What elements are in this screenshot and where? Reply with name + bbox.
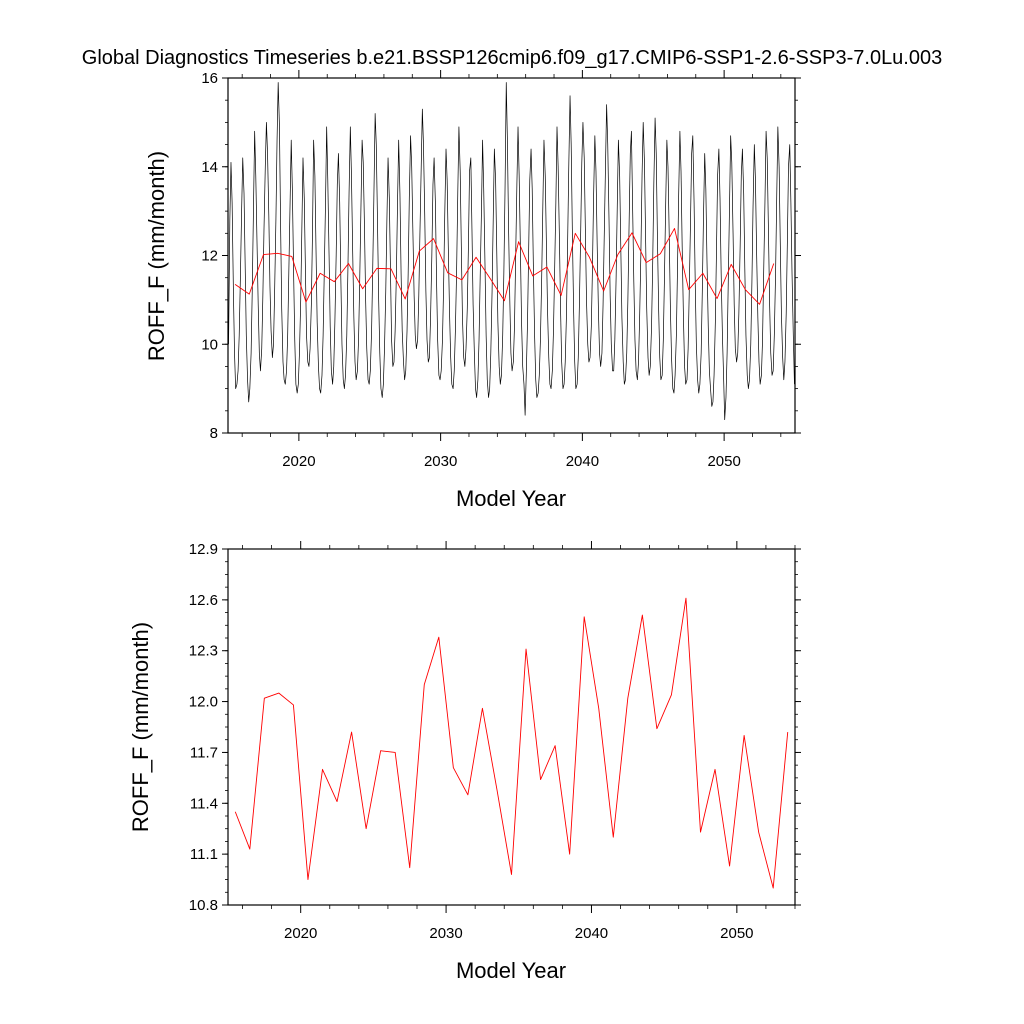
y-tick-label: 12.0 — [189, 694, 218, 711]
y-tick-label: 12.3 — [189, 643, 218, 660]
x-axis-label-top: Model Year — [456, 486, 566, 511]
x-axis-ticks-top: 2020 2030 2040 2050 — [241, 70, 782, 470]
series-group-top — [228, 82, 795, 421]
y-tick-label: 11.7 — [190, 744, 218, 761]
y-tick-label: 12.6 — [189, 592, 218, 609]
y-tick-label: 16 — [201, 70, 218, 87]
y-tick-label: 14 — [201, 159, 218, 176]
y-tick-label: 10.8 — [189, 897, 218, 914]
y-axis-ticks-top: 8 10 12 14 16 — [201, 70, 801, 442]
y-tick-label: 11.4 — [190, 795, 218, 812]
x-tick-label: 2050 — [707, 453, 740, 470]
y-tick-label: 8 — [210, 425, 218, 442]
plot-frame-bottom — [227, 548, 796, 906]
y-tick-label: 11.1 — [190, 846, 218, 863]
series-group-bottom — [234, 597, 789, 889]
y-tick-label: 12 — [201, 248, 218, 265]
series-line-annual — [234, 597, 789, 889]
panel-bottom: 10.8 11.1 11.4 11.7 12.0 12.3 12.6 12.9 2020 203… — [128, 541, 801, 983]
x-axis-label-bottom: Model Year — [456, 958, 566, 983]
y-axis-ticks-bottom: 10.8 11.1 11.4 11.7 12.0 12.3 12.6 12.9 — [189, 541, 801, 914]
y-tick-label: 10 — [201, 336, 218, 353]
x-tick-label: 2050 — [720, 925, 753, 942]
series-line-annual — [234, 227, 775, 305]
x-tick-label: 2020 — [282, 453, 315, 470]
figure-title: Global Diagnostics Timeseries b.e21.BSSP… — [82, 47, 942, 69]
y-tick-label: 12.9 — [189, 541, 218, 558]
x-axis-ticks-bottom: 2020 2030 2040 2050 — [242, 541, 796, 942]
y-axis-label-top: ROFF_F (mm/month) — [144, 151, 169, 361]
x-tick-label: 2030 — [429, 925, 462, 942]
x-tick-label: 2040 — [566, 453, 599, 470]
series-line-monthly — [228, 82, 795, 421]
panel-top: 8 10 12 14 16 2020 2030 2040 2050 ROFF_F (mm/mo… — [144, 70, 801, 511]
x-tick-label: 2020 — [284, 925, 317, 942]
x-tick-label: 2030 — [424, 453, 457, 470]
y-axis-label-bottom: ROFF_F (mm/month) — [128, 622, 153, 832]
x-tick-label: 2040 — [575, 925, 608, 942]
